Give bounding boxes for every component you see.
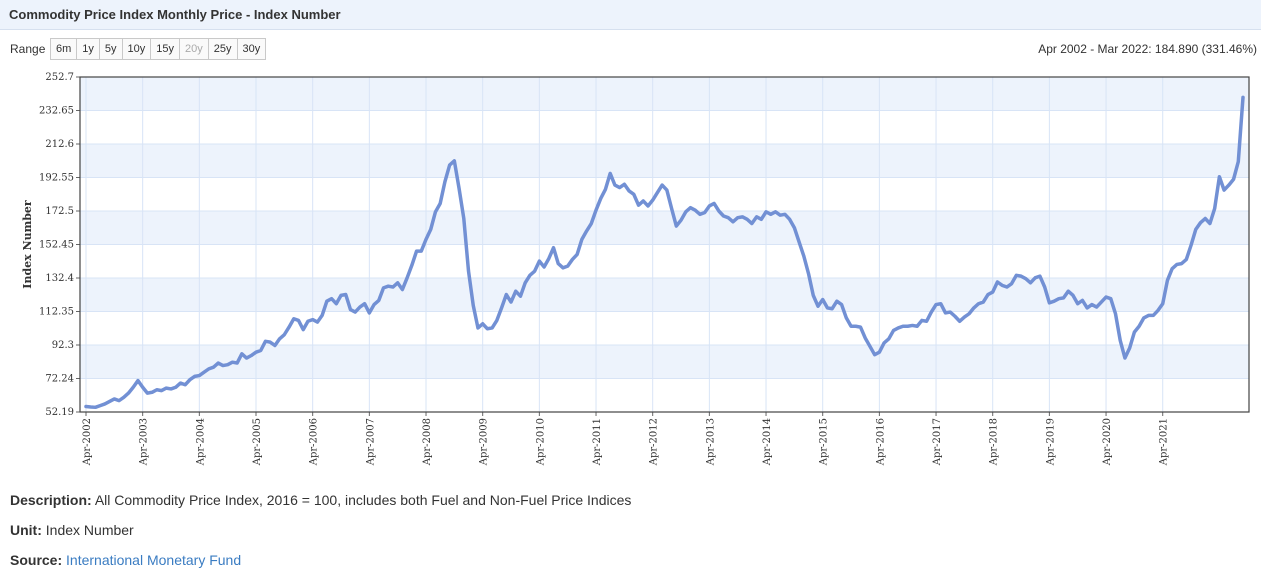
description-label: Description: [10, 492, 92, 508]
x-tick-label: Apr-2013 [705, 418, 716, 466]
y-tick-label: 52.19 [45, 407, 74, 418]
range-button-20y[interactable]: 20y [180, 38, 209, 60]
page-title: Commodity Price Index Monthly Price - In… [9, 7, 341, 22]
range-button-6m[interactable]: 6m [50, 38, 78, 60]
y-tick-label: 112.35 [39, 306, 74, 317]
range-selector: Range 6m 1y 5y 10y 15y 20y 25y 30y Apr 2002 - M… [0, 38, 1261, 60]
x-tick-label: Apr-2009 [479, 418, 490, 466]
range-button-5y[interactable]: 5y [99, 38, 123, 60]
x-tick-label: Apr-2005 [252, 418, 263, 466]
y-tick-label: 232.65 [39, 105, 74, 116]
plot-band [80, 344, 1249, 379]
series-line-commodity-price-index [84, 95, 1245, 410]
y-tick-label: 72.24 [45, 374, 74, 385]
x-tick-label: Apr-2012 [649, 418, 660, 466]
x-tick-label: Apr-2017 [932, 418, 943, 466]
x-tick-label: Apr-2006 [309, 418, 320, 466]
title-bar: Commodity Price Index Monthly Price - In… [0, 0, 1261, 30]
range-button-30y[interactable]: 30y [237, 38, 267, 60]
x-tick-label: Apr-2014 [762, 418, 773, 466]
x-tick-label: Apr-2021 [1159, 418, 1170, 466]
plot-frame [79, 76, 1250, 413]
x-tick-label: Apr-2011 [592, 418, 603, 466]
y-tick-label: 252.7 [45, 72, 74, 83]
x-tick-label: Apr-2008 [422, 418, 433, 466]
y-axis-title: Index Number [21, 200, 34, 289]
range-summary: Apr 2002 - Mar 2022: 184.890 (331.46%) [1038, 42, 1257, 56]
y-tick-label: 132.4 [45, 273, 74, 284]
x-tick-label: Apr-2007 [365, 418, 376, 466]
source-label: Source: [10, 552, 63, 568]
x-tick-label: Apr-2016 [875, 418, 886, 466]
y-tick-label: 172.5 [45, 206, 74, 217]
x-tick-label: Apr-2019 [1045, 418, 1056, 466]
plot-band [80, 143, 1249, 178]
unit-text: Index Number [45, 522, 134, 538]
x-tick-label: Apr-2018 [989, 418, 1000, 466]
x-tick-label: Apr-2003 [139, 418, 150, 466]
range-button-15y[interactable]: 15y [151, 38, 181, 60]
y-tick-label: 92.3 [52, 340, 74, 351]
plot-band [80, 77, 1249, 111]
description-line: Description: All Commodity Price Index, … [10, 492, 631, 508]
x-tick-label: Apr-2020 [1102, 418, 1113, 466]
x-tick-label: Apr-2015 [819, 418, 830, 466]
plot-band [80, 277, 1249, 312]
line-chart: 52.19 72.24 92.3 112.35 132.4 152.45 172.5 192.… [21, 72, 1250, 466]
range-buttons: 6m 1y 5y 10y 15y 20y 25y 30y [50, 38, 267, 60]
range-label: Range [10, 42, 46, 56]
range-button-1y[interactable]: 1y [77, 38, 100, 60]
y-tick-label: 192.55 [39, 172, 74, 183]
x-tick-label: Apr-2004 [195, 418, 206, 466]
source-line: Source: International Monetary Fund [10, 552, 241, 568]
x-tick-label: Apr-2010 [535, 418, 546, 466]
unit-label: Unit: [10, 522, 42, 538]
range-button-25y[interactable]: 25y [208, 38, 238, 60]
description-text: All Commodity Price Index, 2016 = 100, i… [94, 492, 632, 508]
plot-band [80, 210, 1249, 245]
source-link[interactable]: International Monetary Fund [66, 552, 242, 568]
y-tick-label: 212.6 [45, 139, 74, 150]
unit-line: Unit: Index Number [10, 522, 134, 538]
x-tick-label: Apr-2002 [82, 418, 93, 466]
range-button-10y[interactable]: 10y [122, 38, 152, 60]
y-tick-label: 152.45 [39, 239, 74, 250]
